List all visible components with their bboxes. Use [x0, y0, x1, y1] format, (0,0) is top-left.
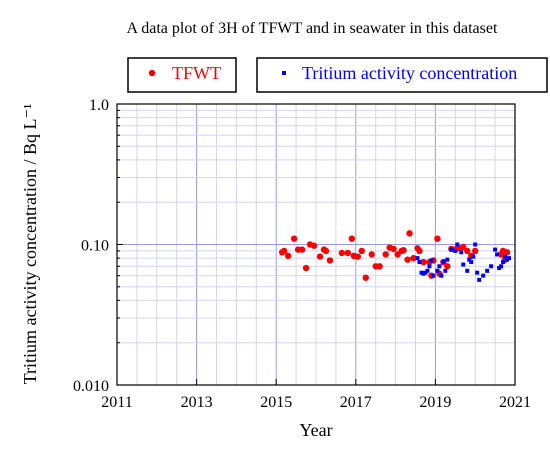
data-point-tritium	[449, 247, 454, 252]
data-point-tritium	[503, 254, 508, 259]
data-point-tritium	[471, 254, 476, 259]
data-point-tritium	[437, 264, 442, 269]
data-point-tritium	[485, 268, 490, 273]
data-point-tritium	[495, 252, 500, 257]
data-point-tfwt	[354, 253, 361, 260]
data-point-tfwt	[460, 243, 467, 251]
data-point-tfwt	[390, 245, 397, 253]
data-point-tritium	[501, 260, 506, 265]
legend-box-tfwt	[127, 57, 237, 93]
data-point-tfwt	[302, 264, 310, 272]
data-point-tfwt	[284, 252, 292, 260]
data-point-tritium	[467, 257, 472, 262]
data-point-tritium	[439, 273, 444, 278]
x-tick-label: 2013	[181, 394, 213, 411]
legend-label-tritium: Tritium activity concentration	[302, 63, 517, 83]
axis-ticks	[116, 109, 516, 386]
x-tick-label: 2021	[499, 394, 531, 411]
data-point-tfwt	[348, 235, 356, 242]
data-point-tfwt	[316, 253, 324, 260]
data-point-tritium	[415, 256, 420, 261]
y-tick-label: 0.10	[81, 238, 109, 255]
data-point-tfwt	[322, 247, 330, 255]
data-point-tritium	[429, 258, 434, 263]
data-point-tritium	[453, 248, 458, 253]
data-point-tritium	[461, 262, 466, 267]
grid	[117, 104, 515, 385]
data-point-tritium	[477, 277, 482, 282]
data-point-tritium	[475, 270, 480, 275]
y-tick-label: 1.0	[89, 97, 109, 114]
data-point-tritium	[455, 242, 460, 247]
data-point-tfwt	[416, 247, 423, 255]
data-point-tritium	[445, 257, 450, 262]
x-axis-label: Year	[299, 420, 332, 440]
data-point-tfwt	[338, 249, 346, 257]
data-point-tfwt	[400, 247, 407, 254]
data-point-tritium	[441, 260, 446, 265]
legend-marker-tfwt	[148, 69, 156, 77]
data-point-tritium	[465, 268, 470, 273]
data-point-tfwt	[464, 247, 471, 255]
chart-title: A data plot of 3H of TFWT and in seawate…	[127, 20, 498, 37]
data-point-tfwt	[280, 247, 288, 255]
legend-label-tfwt: TFWT	[172, 63, 221, 83]
data-point-tritium	[499, 264, 504, 269]
data-point-tfwt	[310, 242, 318, 249]
data-points	[278, 230, 512, 282]
data-point-tfwt	[290, 235, 298, 242]
x-tick-label: 2017	[340, 394, 372, 411]
legend-marker-tritium	[282, 71, 286, 75]
data-point-tfwt	[404, 256, 411, 263]
data-point-tfwt	[358, 247, 365, 255]
data-point-tritium	[431, 273, 436, 278]
data-point-tfwt	[444, 263, 451, 270]
data-point-tritium	[427, 264, 432, 269]
data-point-tritium	[481, 273, 486, 278]
data-point-tfwt	[344, 249, 352, 257]
data-point-tfwt	[376, 263, 383, 270]
legend: TFWT Tritium activity concentration	[127, 57, 548, 93]
data-point-tritium	[489, 264, 494, 269]
data-point-tfwt	[406, 230, 413, 237]
y-axis-label: Tritium activity concentration / Bq L⁻¹	[20, 104, 40, 385]
x-tick-label: 2015	[260, 394, 292, 411]
data-point-tfwt	[420, 258, 427, 266]
data-point-tfwt	[410, 254, 417, 262]
data-point-tritium	[459, 250, 464, 255]
data-point-tritium	[443, 268, 448, 273]
data-point-tfwt	[362, 274, 369, 281]
data-point-tritium	[473, 242, 478, 247]
data-point-tritium	[507, 256, 512, 261]
y-tick-label: 0.010	[73, 378, 109, 395]
data-point-tfwt	[298, 246, 306, 253]
data-point-tfwt	[382, 251, 389, 258]
data-point-tritium	[469, 260, 474, 265]
y-tick-labels: 0.010 0.10 1.0	[73, 97, 109, 395]
x-tick-labels: 2011 2013 2015 2017 2019 2021	[101, 394, 531, 411]
data-point-tritium	[425, 268, 430, 273]
data-point-tritium	[435, 268, 440, 273]
x-tick-label: 2011	[101, 394, 132, 411]
x-tick-label: 2019	[419, 394, 451, 411]
legend-box-tritium	[256, 57, 548, 93]
data-point-tfwt	[326, 257, 334, 264]
data-point-tfwt	[368, 251, 375, 258]
data-point-tfwt	[472, 247, 479, 255]
data-point-tritium	[493, 247, 498, 252]
data-point-tfwt	[434, 235, 441, 242]
data-point-tfwt	[503, 249, 511, 256]
data-point-tritium	[417, 260, 422, 265]
